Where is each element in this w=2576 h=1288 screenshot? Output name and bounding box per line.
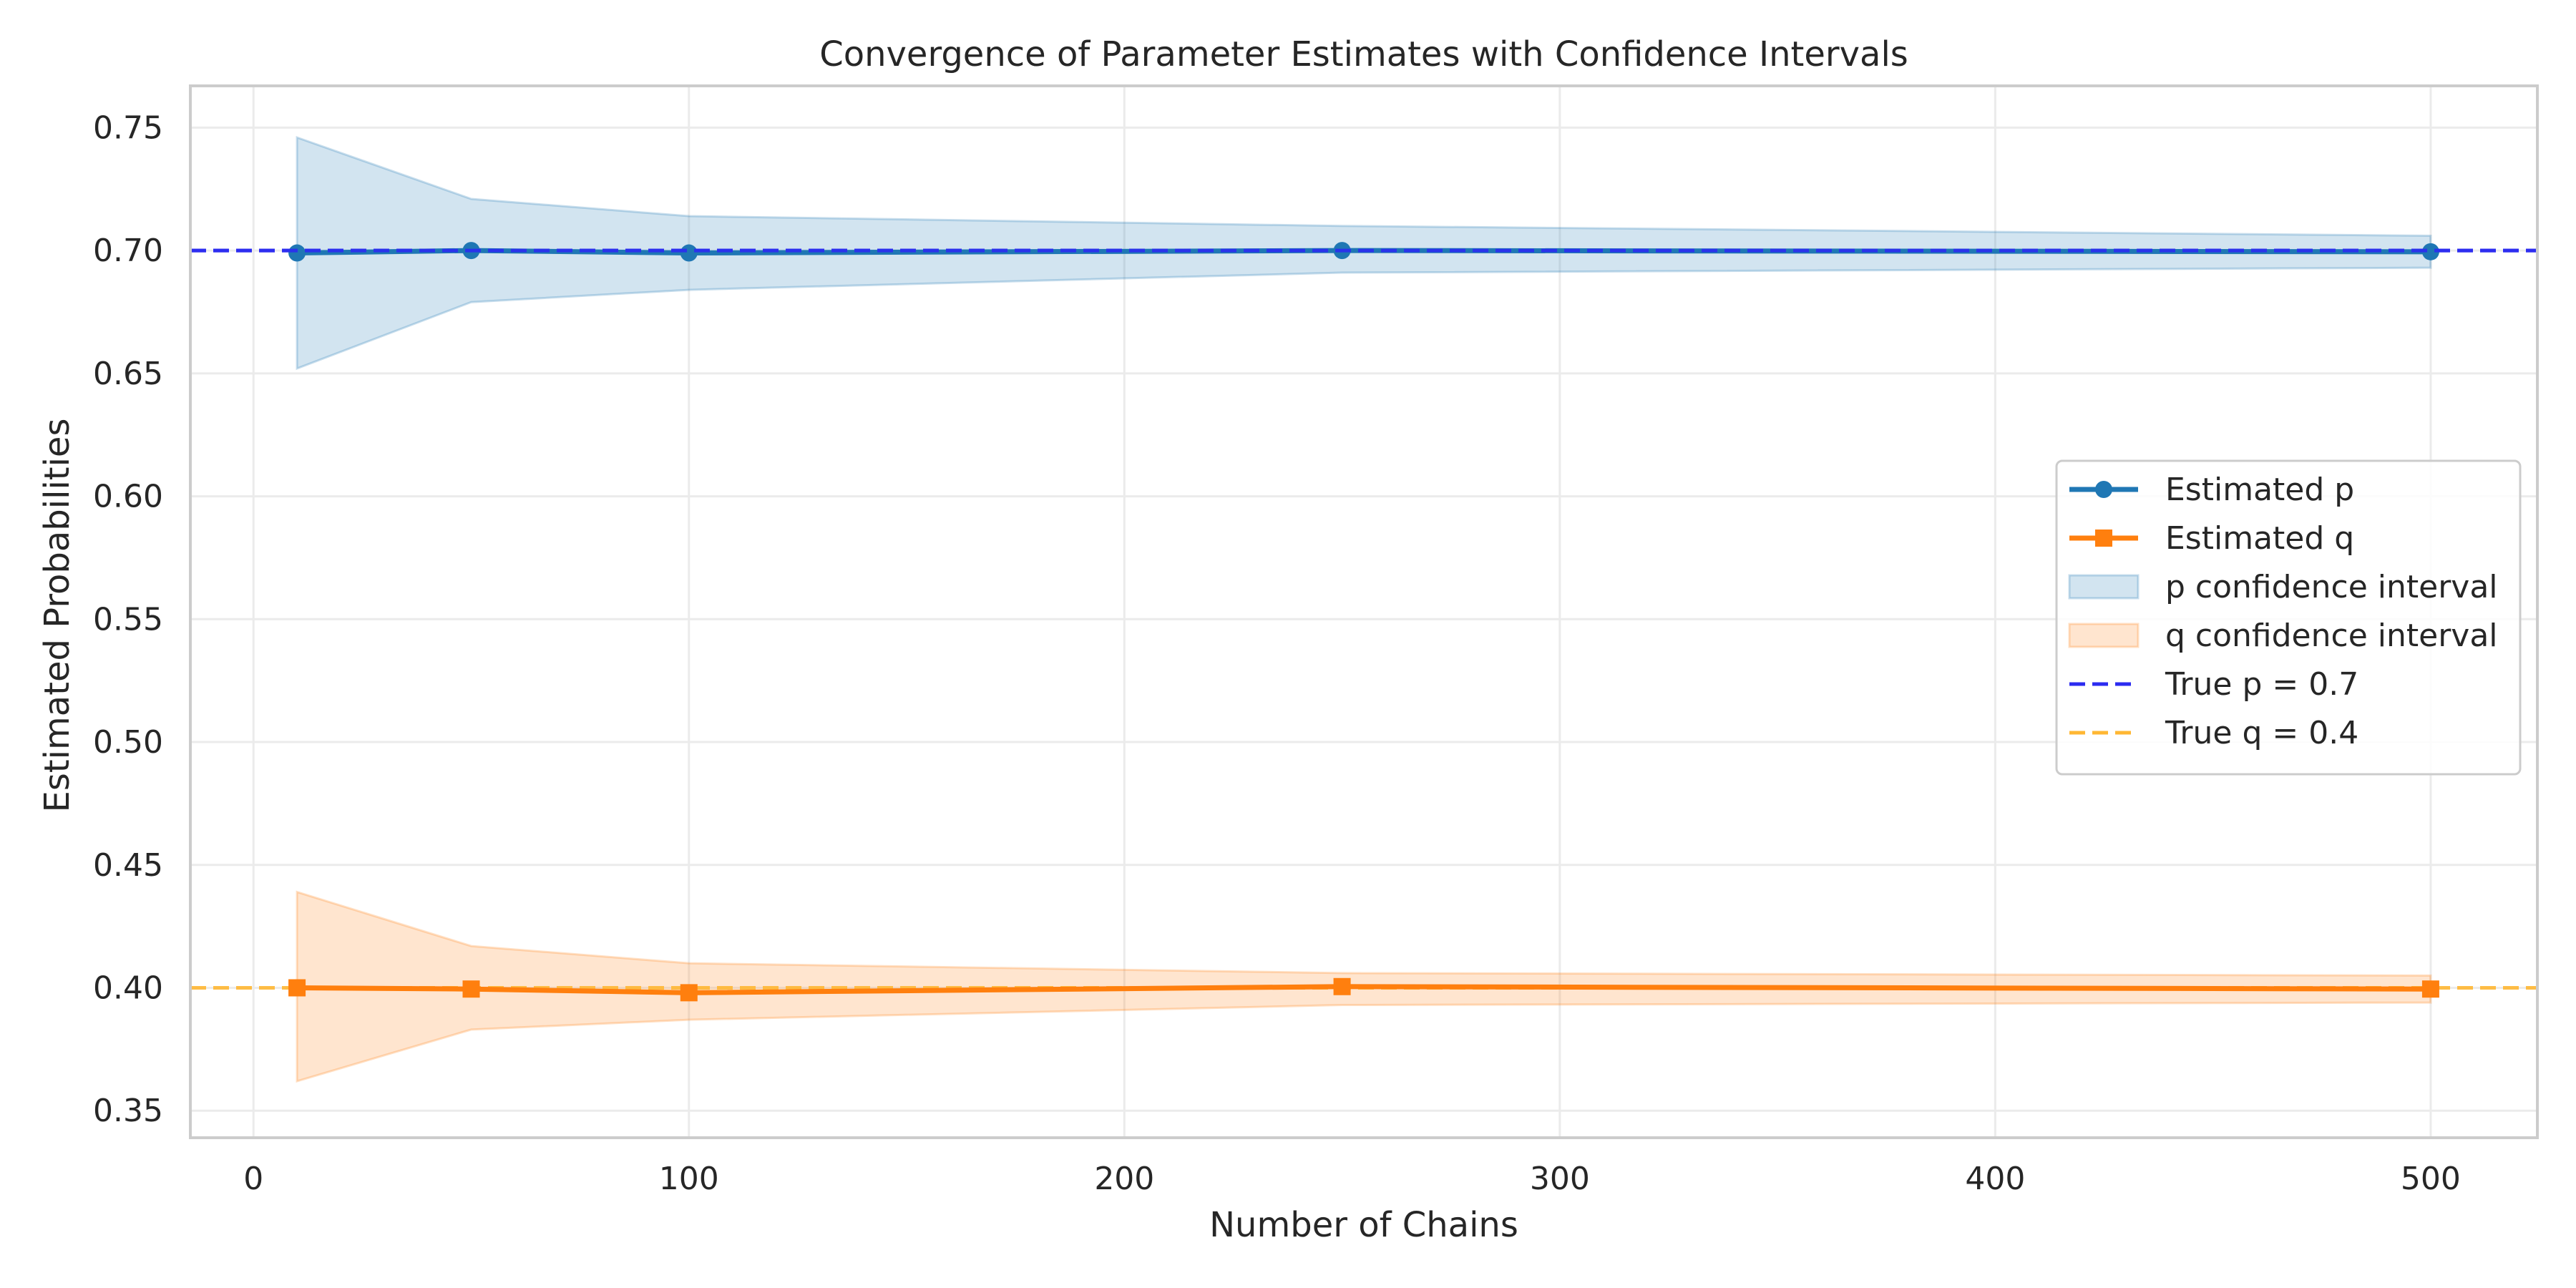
- legend-p-confidence-interval-label: p confidence interval: [2165, 569, 2498, 605]
- legend-estimated-q-marker: [2095, 530, 2112, 547]
- y-tick-label: 0.45: [93, 847, 163, 884]
- x-tick-label: 100: [659, 1161, 719, 1197]
- legend-true-q-0-4-label: True q = 0.4: [2165, 715, 2358, 751]
- x-axis-title: Number of Chains: [1209, 1205, 1518, 1245]
- y-axis-title: Estimated Probabilities: [37, 419, 77, 813]
- legend-estimated-p-label: Estimated p: [2165, 472, 2354, 508]
- estimated-p-point: [288, 244, 306, 262]
- legend-estimated-q-label: Estimated q: [2165, 520, 2354, 557]
- estimated-q-point: [680, 984, 698, 1002]
- legend-p-confidence-interval-swatch: [2068, 574, 2140, 600]
- estimated-p-point: [680, 244, 698, 262]
- legend-estimated-p-marker: [2095, 481, 2112, 498]
- y-tick-label: 0.75: [93, 109, 163, 146]
- estimated-q-point: [2421, 980, 2439, 998]
- estimated-q-point: [462, 980, 480, 998]
- y-tick-label: 0.70: [93, 233, 163, 269]
- x-tick-label: 200: [1094, 1161, 1154, 1197]
- chart-title: Convergence of Parameter Estimates with …: [819, 34, 1908, 74]
- series-layer: [190, 242, 2537, 1002]
- y-tick-label: 0.55: [93, 601, 163, 638]
- legend: Estimated p Estimated q p confidence inter…: [2055, 459, 2522, 776]
- plot-frame: [189, 84, 2539, 1139]
- legend-q-confidence-interval-swatch: [2068, 623, 2140, 648]
- x-tick-label: 300: [1530, 1161, 1590, 1197]
- y-tick-label: 0.50: [93, 724, 163, 761]
- x-tick-label: 400: [1965, 1161, 2025, 1197]
- legend-true-p-0-7-label: True p = 0.7: [2165, 666, 2358, 703]
- legend-q-confidence-interval-label: q confidence interval: [2165, 618, 2498, 654]
- y-tick-label: 0.65: [93, 356, 163, 392]
- legend-box: [2055, 459, 2522, 776]
- estimated-p-point: [2421, 243, 2439, 260]
- y-tick-label: 0.35: [93, 1093, 163, 1129]
- estimated-q-point: [1333, 977, 1351, 995]
- y-tick-label: 0.60: [93, 479, 163, 515]
- x-tick-label: 500: [2401, 1161, 2461, 1197]
- tick-label-layer: 0 100 200 300 400 500 0.35 0.40 0.45 0.50 0.55 0.60…: [93, 109, 2461, 1197]
- estimated-q-point: [288, 979, 306, 997]
- y-tick-label: 0.40: [93, 970, 163, 1006]
- x-tick-label: 0: [243, 1161, 263, 1197]
